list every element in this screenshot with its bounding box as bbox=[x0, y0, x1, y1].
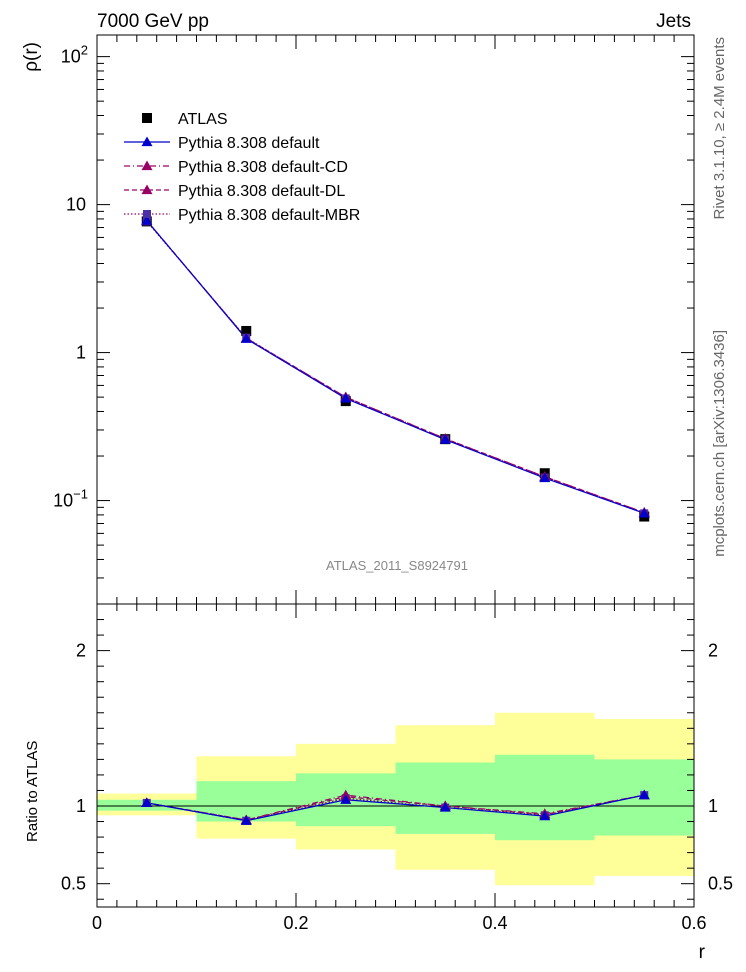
ratio-band-inner bbox=[495, 754, 595, 841]
ratio-y-tick-label-right: 1 bbox=[708, 796, 718, 816]
analysis-label: ATLAS_2011_S8924791 bbox=[326, 558, 468, 573]
ratio-y-tick-label-right: 2 bbox=[708, 641, 718, 661]
ratio-marker-1 bbox=[340, 794, 352, 804]
legend-marker-atlas bbox=[142, 113, 152, 123]
legend-label: Pythia 8.308 default bbox=[178, 135, 320, 152]
ratio-ylabel: Ratio to ATLAS bbox=[24, 741, 41, 842]
main-ylabel: ρ(r) bbox=[21, 42, 42, 72]
ratio-marker-1 bbox=[539, 810, 551, 821]
x-tick-label: 0.4 bbox=[482, 913, 507, 933]
ratio-marker-1 bbox=[638, 789, 650, 800]
series-marker-1 bbox=[439, 434, 451, 444]
header-left: 7000 GeV pp bbox=[97, 11, 209, 32]
mcplots-label: mcplots.cern.ch [arXiv:1306.3436] bbox=[711, 330, 728, 557]
legend-label: Pythia 8.308 default-MBR bbox=[178, 207, 360, 224]
ratio-y-tick-label: 2 bbox=[76, 641, 86, 661]
series-marker-1 bbox=[539, 472, 551, 483]
atlas-point bbox=[241, 325, 252, 336]
series-marker-1 bbox=[240, 333, 252, 343]
ratio-line-3 bbox=[146, 794, 645, 821]
series-marker-1 bbox=[141, 215, 153, 225]
legend-label: ATLAS bbox=[178, 111, 228, 128]
x-axis-label: r bbox=[699, 942, 706, 963]
x-tick-label: 0.6 bbox=[681, 913, 706, 933]
legend-label: Pythia 8.308 default-DL bbox=[178, 183, 345, 200]
main-y-tick-base: 10 bbox=[53, 491, 73, 511]
legend-marker-2 bbox=[141, 160, 153, 171]
ratio-marker-1 bbox=[240, 815, 252, 825]
main-y-tick-label: 10 bbox=[66, 195, 86, 215]
ratio-line-1 bbox=[146, 794, 645, 822]
series-marker-1 bbox=[340, 392, 352, 403]
main-y-tick-exponent: 2 bbox=[81, 43, 88, 58]
ratio-y-tick-label: 1 bbox=[76, 796, 86, 816]
ratio-y-tick-label-right: 0.5 bbox=[708, 874, 733, 894]
series-line-2 bbox=[146, 220, 645, 514]
series-line-1 bbox=[146, 220, 645, 514]
header-right: Jets bbox=[656, 11, 691, 32]
ratio-band-inner bbox=[395, 762, 495, 834]
series-line-3 bbox=[146, 220, 645, 514]
legend-marker-4 bbox=[143, 210, 151, 218]
main-y-tick-label: 10−1 bbox=[53, 487, 88, 511]
legend-marker-1 bbox=[141, 136, 153, 147]
main-y-tick-label: 1 bbox=[76, 343, 86, 363]
legend-marker-3 bbox=[141, 184, 153, 195]
series-line-4 bbox=[146, 221, 645, 514]
ratio-line-2 bbox=[146, 794, 645, 821]
ratio-y-tick-label: 0.5 bbox=[61, 874, 86, 894]
ratio-panel: 0.5 0.5 1 1 2 2 0 0.2 0.4 0.6 Ratio to ATLAS r bbox=[24, 603, 733, 963]
main-y-tick-base: 10 bbox=[61, 47, 81, 67]
main-y-tick-exponent: −1 bbox=[73, 487, 88, 502]
main-y-tick-label: 102 bbox=[61, 43, 88, 67]
series-marker-1 bbox=[638, 507, 650, 518]
legend-label: Pythia 8.308 default-CD bbox=[178, 159, 348, 176]
ratio-marker-1 bbox=[141, 797, 153, 808]
rivet-label: Rivet 3.1.10, ≥ 2.4M events bbox=[711, 37, 728, 220]
x-tick-label: 0.2 bbox=[283, 913, 308, 933]
ratio-marker-1 bbox=[439, 802, 451, 812]
legend: ATLAS Pythia 8.308 default Pythia 8.308 de… bbox=[124, 111, 360, 224]
x-tick-label: 0 bbox=[92, 913, 102, 933]
